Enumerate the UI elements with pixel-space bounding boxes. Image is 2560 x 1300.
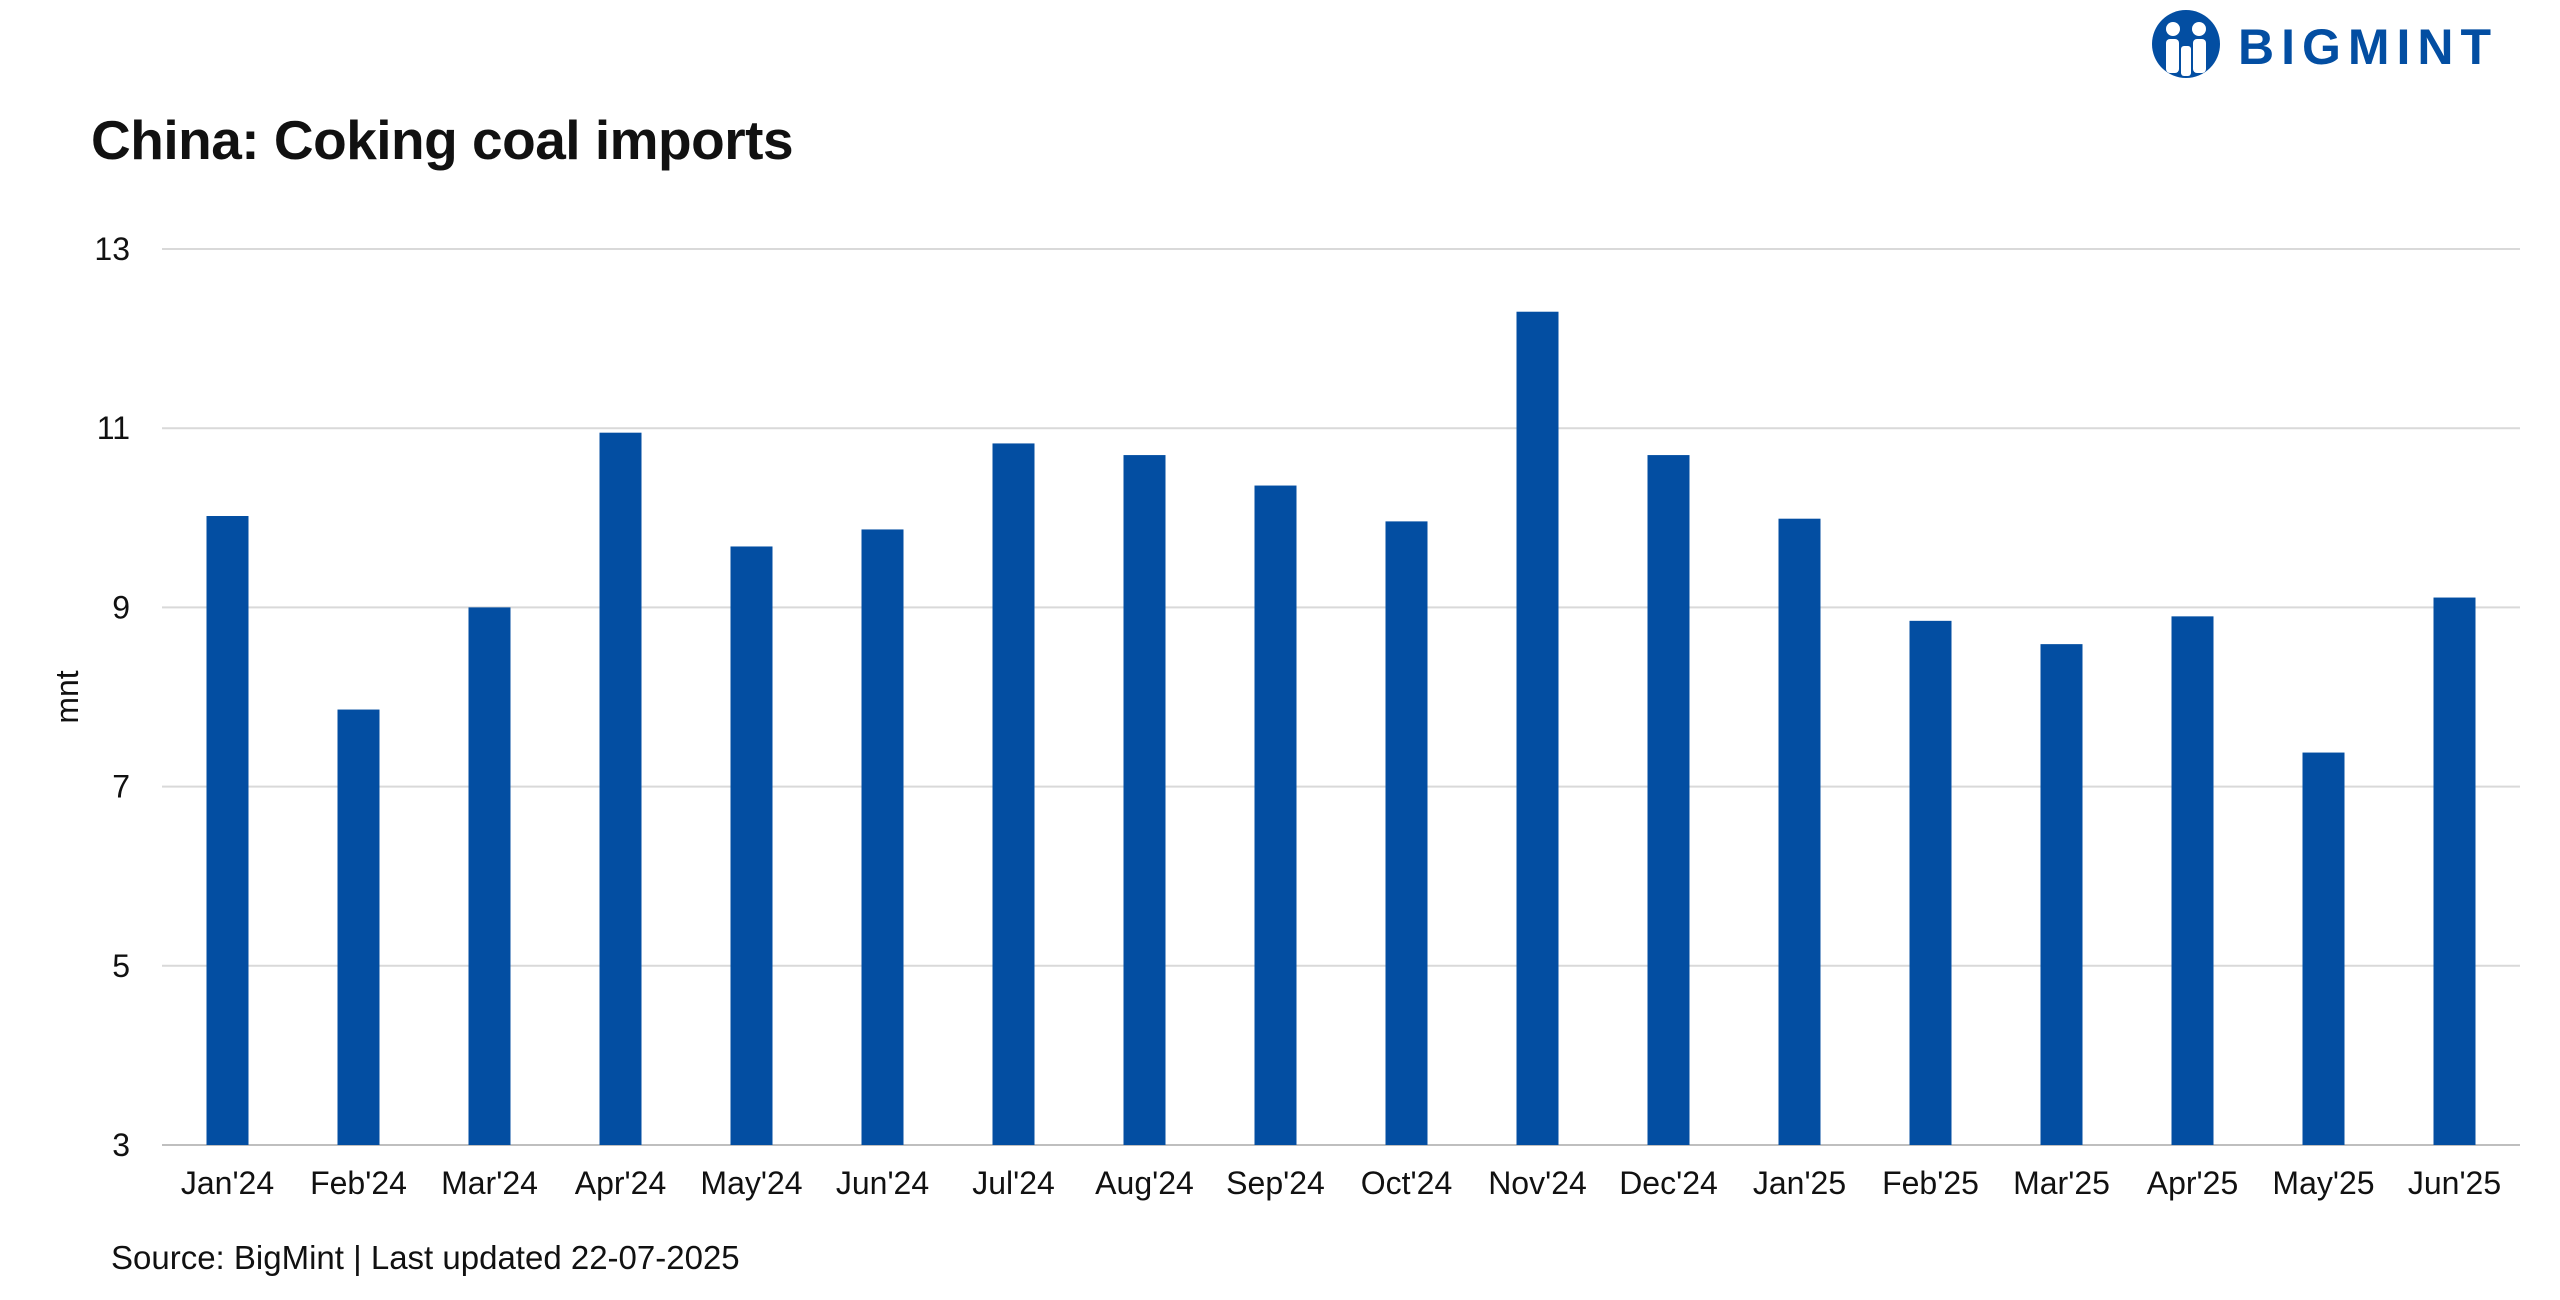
x-tick-label: Mar'25 [2013,1165,2110,1201]
x-tick-label: Jun'24 [836,1165,929,1201]
x-tick-label: Oct'24 [1361,1165,1452,1201]
gridlines [162,248,2520,1146]
x-tick-label: Jul'24 [972,1165,1055,1201]
chart-title: China: Coking coal imports [91,109,794,171]
bar [2040,644,2083,1145]
bars [206,311,2476,1146]
bar [1254,485,1297,1145]
y-tick-label: 7 [112,769,130,805]
bar [992,443,1035,1145]
y-tick-label: 13 [94,231,130,267]
bar [468,607,511,1145]
y-tick-label: 9 [112,589,130,625]
bar [1909,620,1952,1145]
bar [2171,616,2214,1145]
bar [1123,455,1166,1146]
source-note: Source: BigMint | Last updated 22-07-202… [111,1239,740,1276]
bar [1385,521,1428,1145]
bar [599,432,642,1145]
bar [861,529,904,1145]
bar [730,546,773,1145]
bar [1778,518,1821,1145]
x-tick-label: Sep'24 [1226,1165,1325,1201]
y-axis-label: mnt [49,670,85,723]
bar [1516,311,1559,1146]
x-tick-label: Nov'24 [1488,1165,1587,1201]
x-axis-ticks: Jan'24 Feb'24 Mar'24 Apr'24 May'24 Jun'24 Jul'… [181,1165,2501,1201]
bar [1647,455,1690,1146]
x-tick-label: Jun'25 [2408,1165,2501,1201]
bar [206,516,249,1145]
x-tick-label: Apr'24 [575,1165,667,1201]
x-tick-label: Jan'24 [181,1165,274,1201]
x-tick-label: Aug'24 [1095,1165,1194,1201]
x-tick-label: Jan'25 [1753,1165,1846,1201]
x-tick-label: May'24 [700,1165,802,1201]
y-axis-ticks: 3 5 7 9 11 13 [94,231,130,1163]
bigmint-logo: BIGMINT [2152,10,2498,78]
bar [2433,597,2476,1145]
y-tick-label: 5 [112,948,130,984]
bar [337,709,380,1145]
logo-wordmark: BIGMINT [2238,19,2498,75]
y-tick-label: 3 [112,1127,130,1163]
x-tick-label: Feb'25 [1882,1165,1979,1201]
x-tick-label: Feb'24 [310,1165,407,1201]
x-tick-label: Mar'24 [441,1165,538,1201]
x-tick-label: Apr'25 [2147,1165,2239,1201]
bar [2302,752,2345,1145]
x-tick-label: May'25 [2272,1165,2374,1201]
y-tick-label: 11 [97,410,130,446]
logo-figures-icon [2166,22,2206,76]
x-tick-label: Dec'24 [1619,1165,1718,1201]
